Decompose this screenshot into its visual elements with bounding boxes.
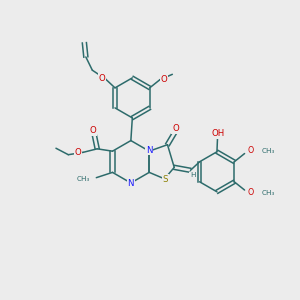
Text: O: O (248, 188, 254, 197)
Text: N: N (128, 179, 134, 188)
Text: O: O (161, 74, 167, 83)
Text: CH₃: CH₃ (261, 190, 275, 196)
Text: O: O (98, 74, 105, 83)
Text: CH₃: CH₃ (76, 176, 90, 182)
Text: O: O (75, 148, 82, 158)
Text: S: S (162, 175, 168, 184)
Text: N: N (146, 146, 152, 155)
Text: H: H (190, 172, 196, 178)
Text: O: O (248, 146, 254, 155)
Text: O: O (172, 124, 179, 133)
Text: OH: OH (211, 129, 224, 138)
Text: O: O (90, 126, 97, 135)
Text: CH₃: CH₃ (261, 148, 275, 154)
